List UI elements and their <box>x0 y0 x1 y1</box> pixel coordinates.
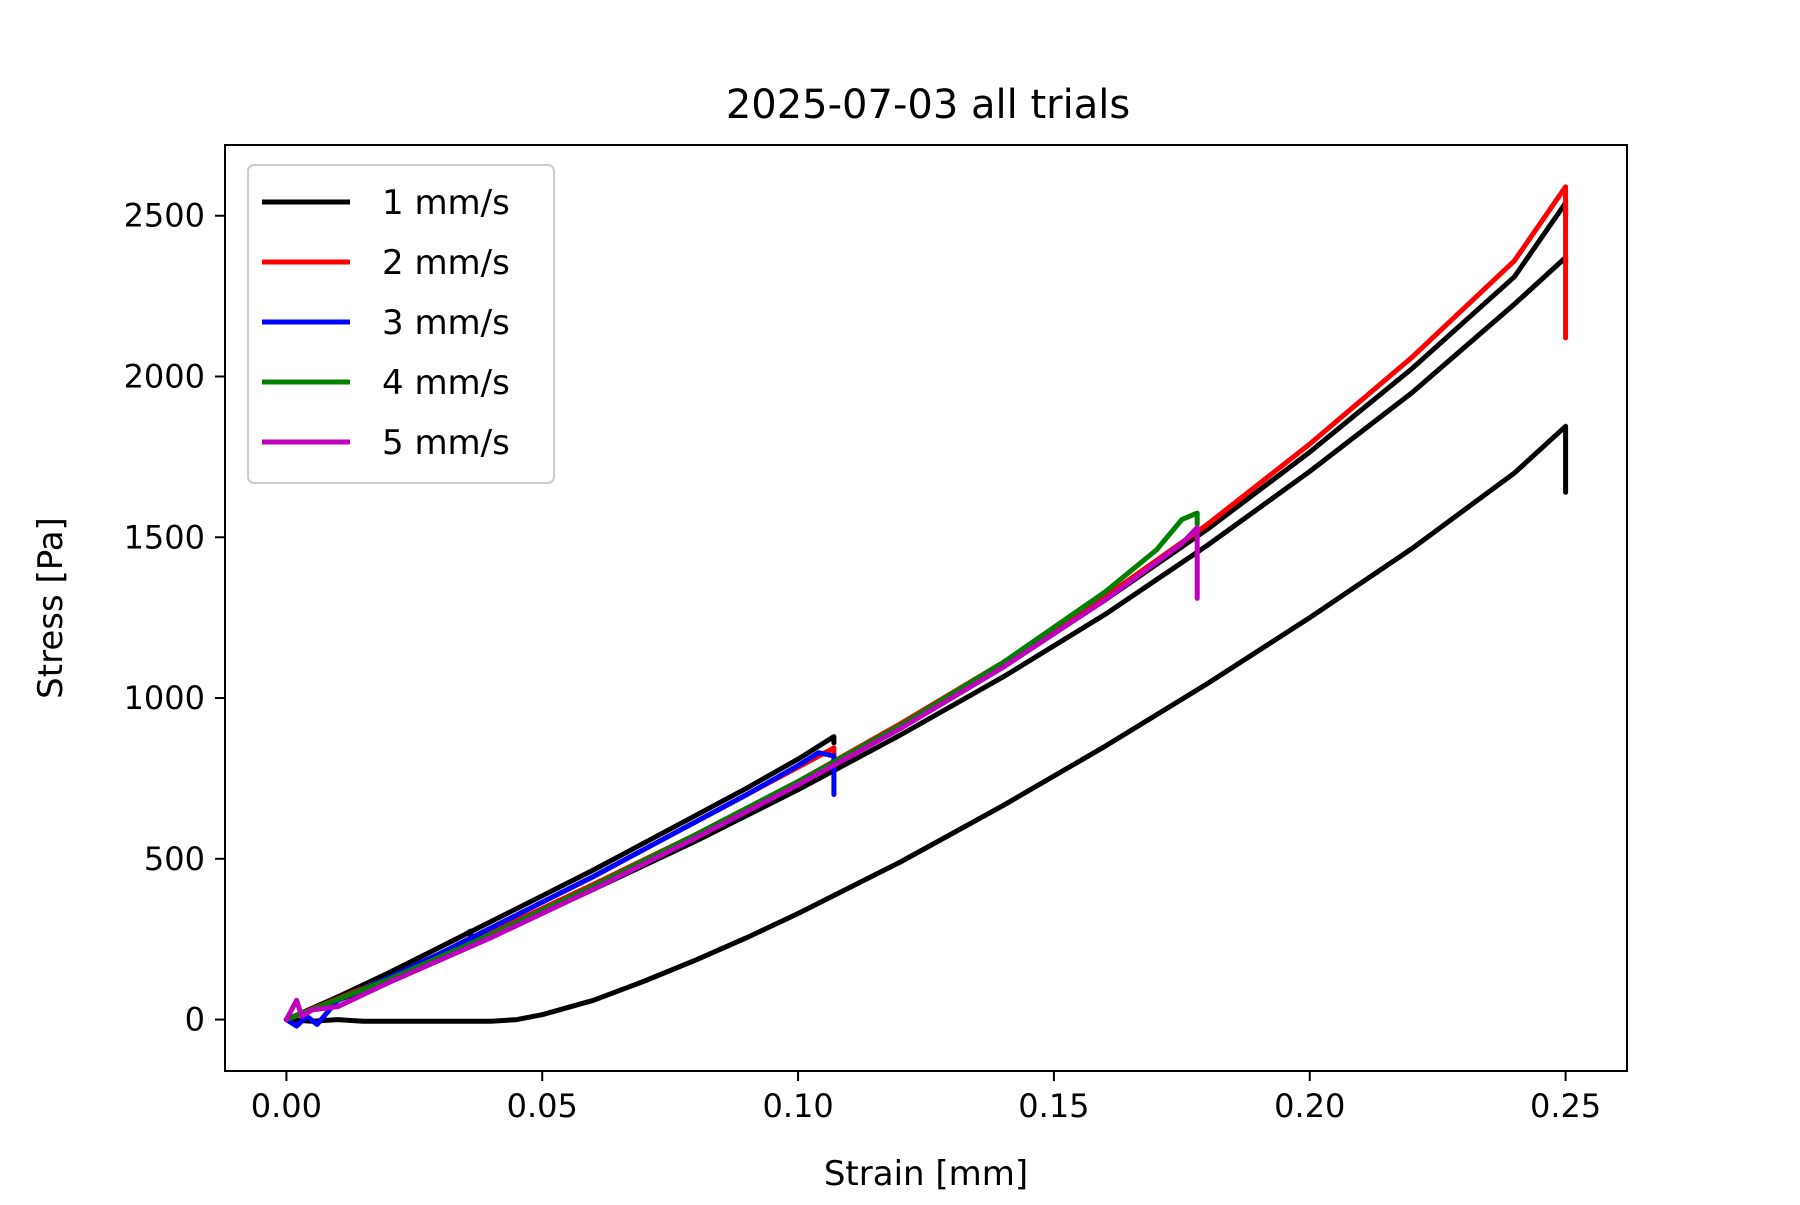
series-line-1-mm-s-4 <box>283 423 1569 1024</box>
x-tick-label: 0.25 <box>1530 1087 1601 1125</box>
plot-frame <box>224 144 1628 1072</box>
series-layer <box>283 184 1569 1029</box>
legend-label-2-mm-s: 2 mm/s <box>382 243 510 283</box>
y-tick-label: 1500 <box>124 518 205 556</box>
legend: 1 mm/s 2 mm/s 3 mm/s 4 mm/s 5 mm/s <box>247 164 555 484</box>
series-line-3-mm-s-7 <box>283 750 837 1029</box>
y-tick-label: 0 <box>185 1001 205 1039</box>
x-axis: 0.00 0.05 0.10 0.15 0.20 0.25 <box>251 1071 1601 1125</box>
x-tick-label: 0.10 <box>762 1087 833 1125</box>
x-tick-label: 0.15 <box>1018 1087 1089 1125</box>
x-tick-label: 0.05 <box>507 1087 578 1125</box>
legend-label-5-mm-s: 5 mm/s <box>382 423 510 463</box>
y-tick-label: 500 <box>144 840 205 878</box>
chart-title: 2025-07-03 all trials <box>726 82 1130 128</box>
series-line-5-mm-s-9 <box>283 525 1200 1023</box>
series-line-4-mm-s-8 <box>283 510 1200 1023</box>
legend-box <box>247 164 555 484</box>
legend-label-4-mm-s: 4 mm/s <box>382 363 510 403</box>
y-axis: 0 500 1000 1500 2000 2500 <box>124 197 225 1039</box>
y-tick-label: 2000 <box>124 358 205 396</box>
series-line-1-mm-s-1 <box>283 734 837 1023</box>
y-tick-label: 1000 <box>124 679 205 717</box>
y-axis-label: Stress [Pa] <box>31 517 71 699</box>
x-tick-label: 0.00 <box>251 1087 322 1125</box>
series-line-2-mm-s-5 <box>283 745 837 1023</box>
x-axis-label: Strain [mm] <box>824 1154 1028 1194</box>
legend-label-1-mm-s: 1 mm/s <box>382 183 510 223</box>
legend-label-3-mm-s: 3 mm/s <box>382 303 510 343</box>
x-tick-label: 0.20 <box>1274 1087 1345 1125</box>
y-tick-label: 2500 <box>124 197 205 235</box>
